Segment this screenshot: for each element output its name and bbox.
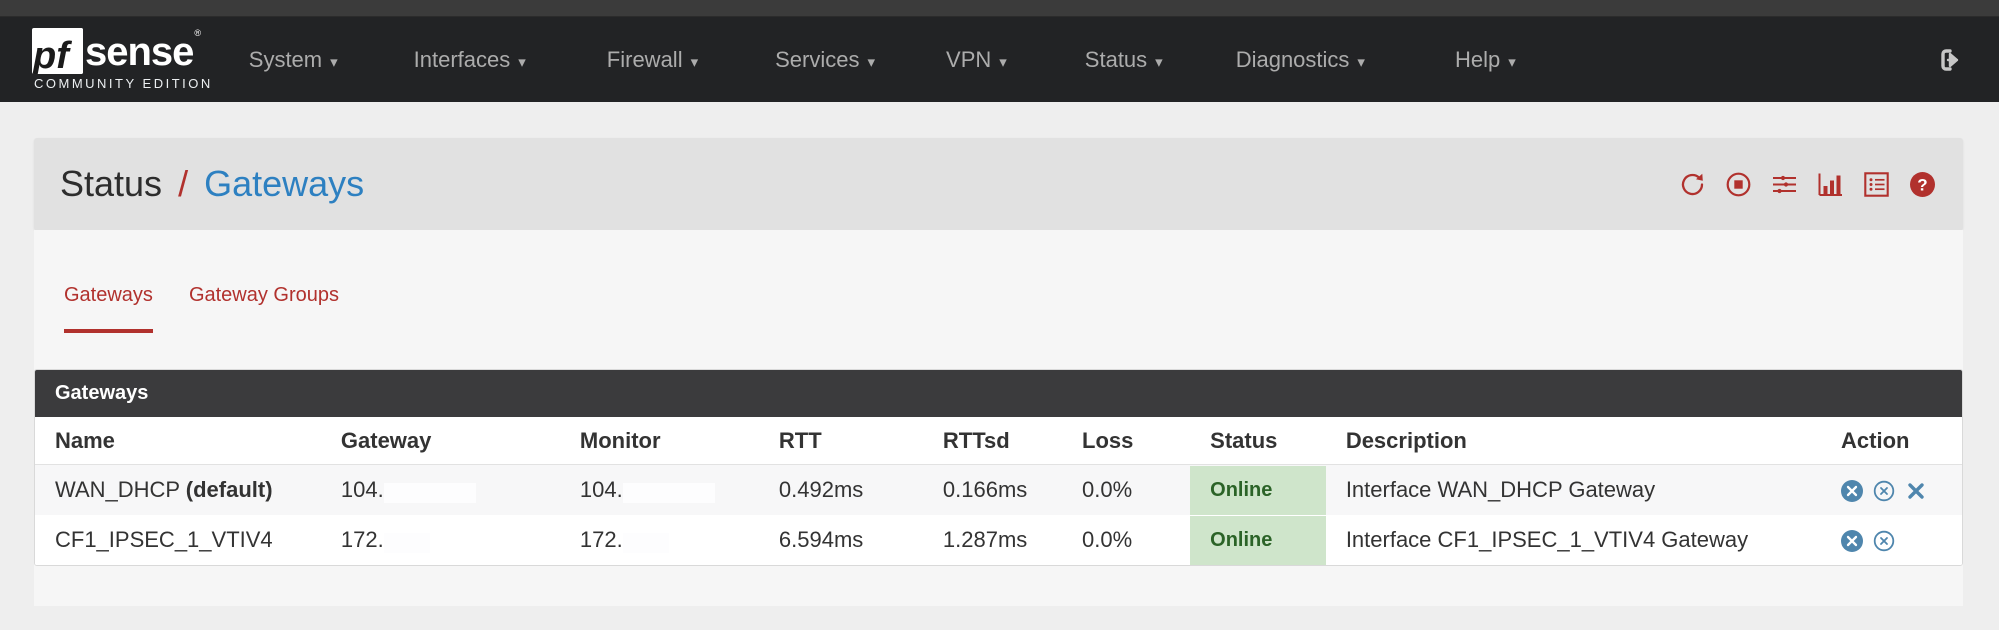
svg-text:pf: pf <box>32 35 72 74</box>
svg-text:?: ? <box>1917 175 1927 194</box>
